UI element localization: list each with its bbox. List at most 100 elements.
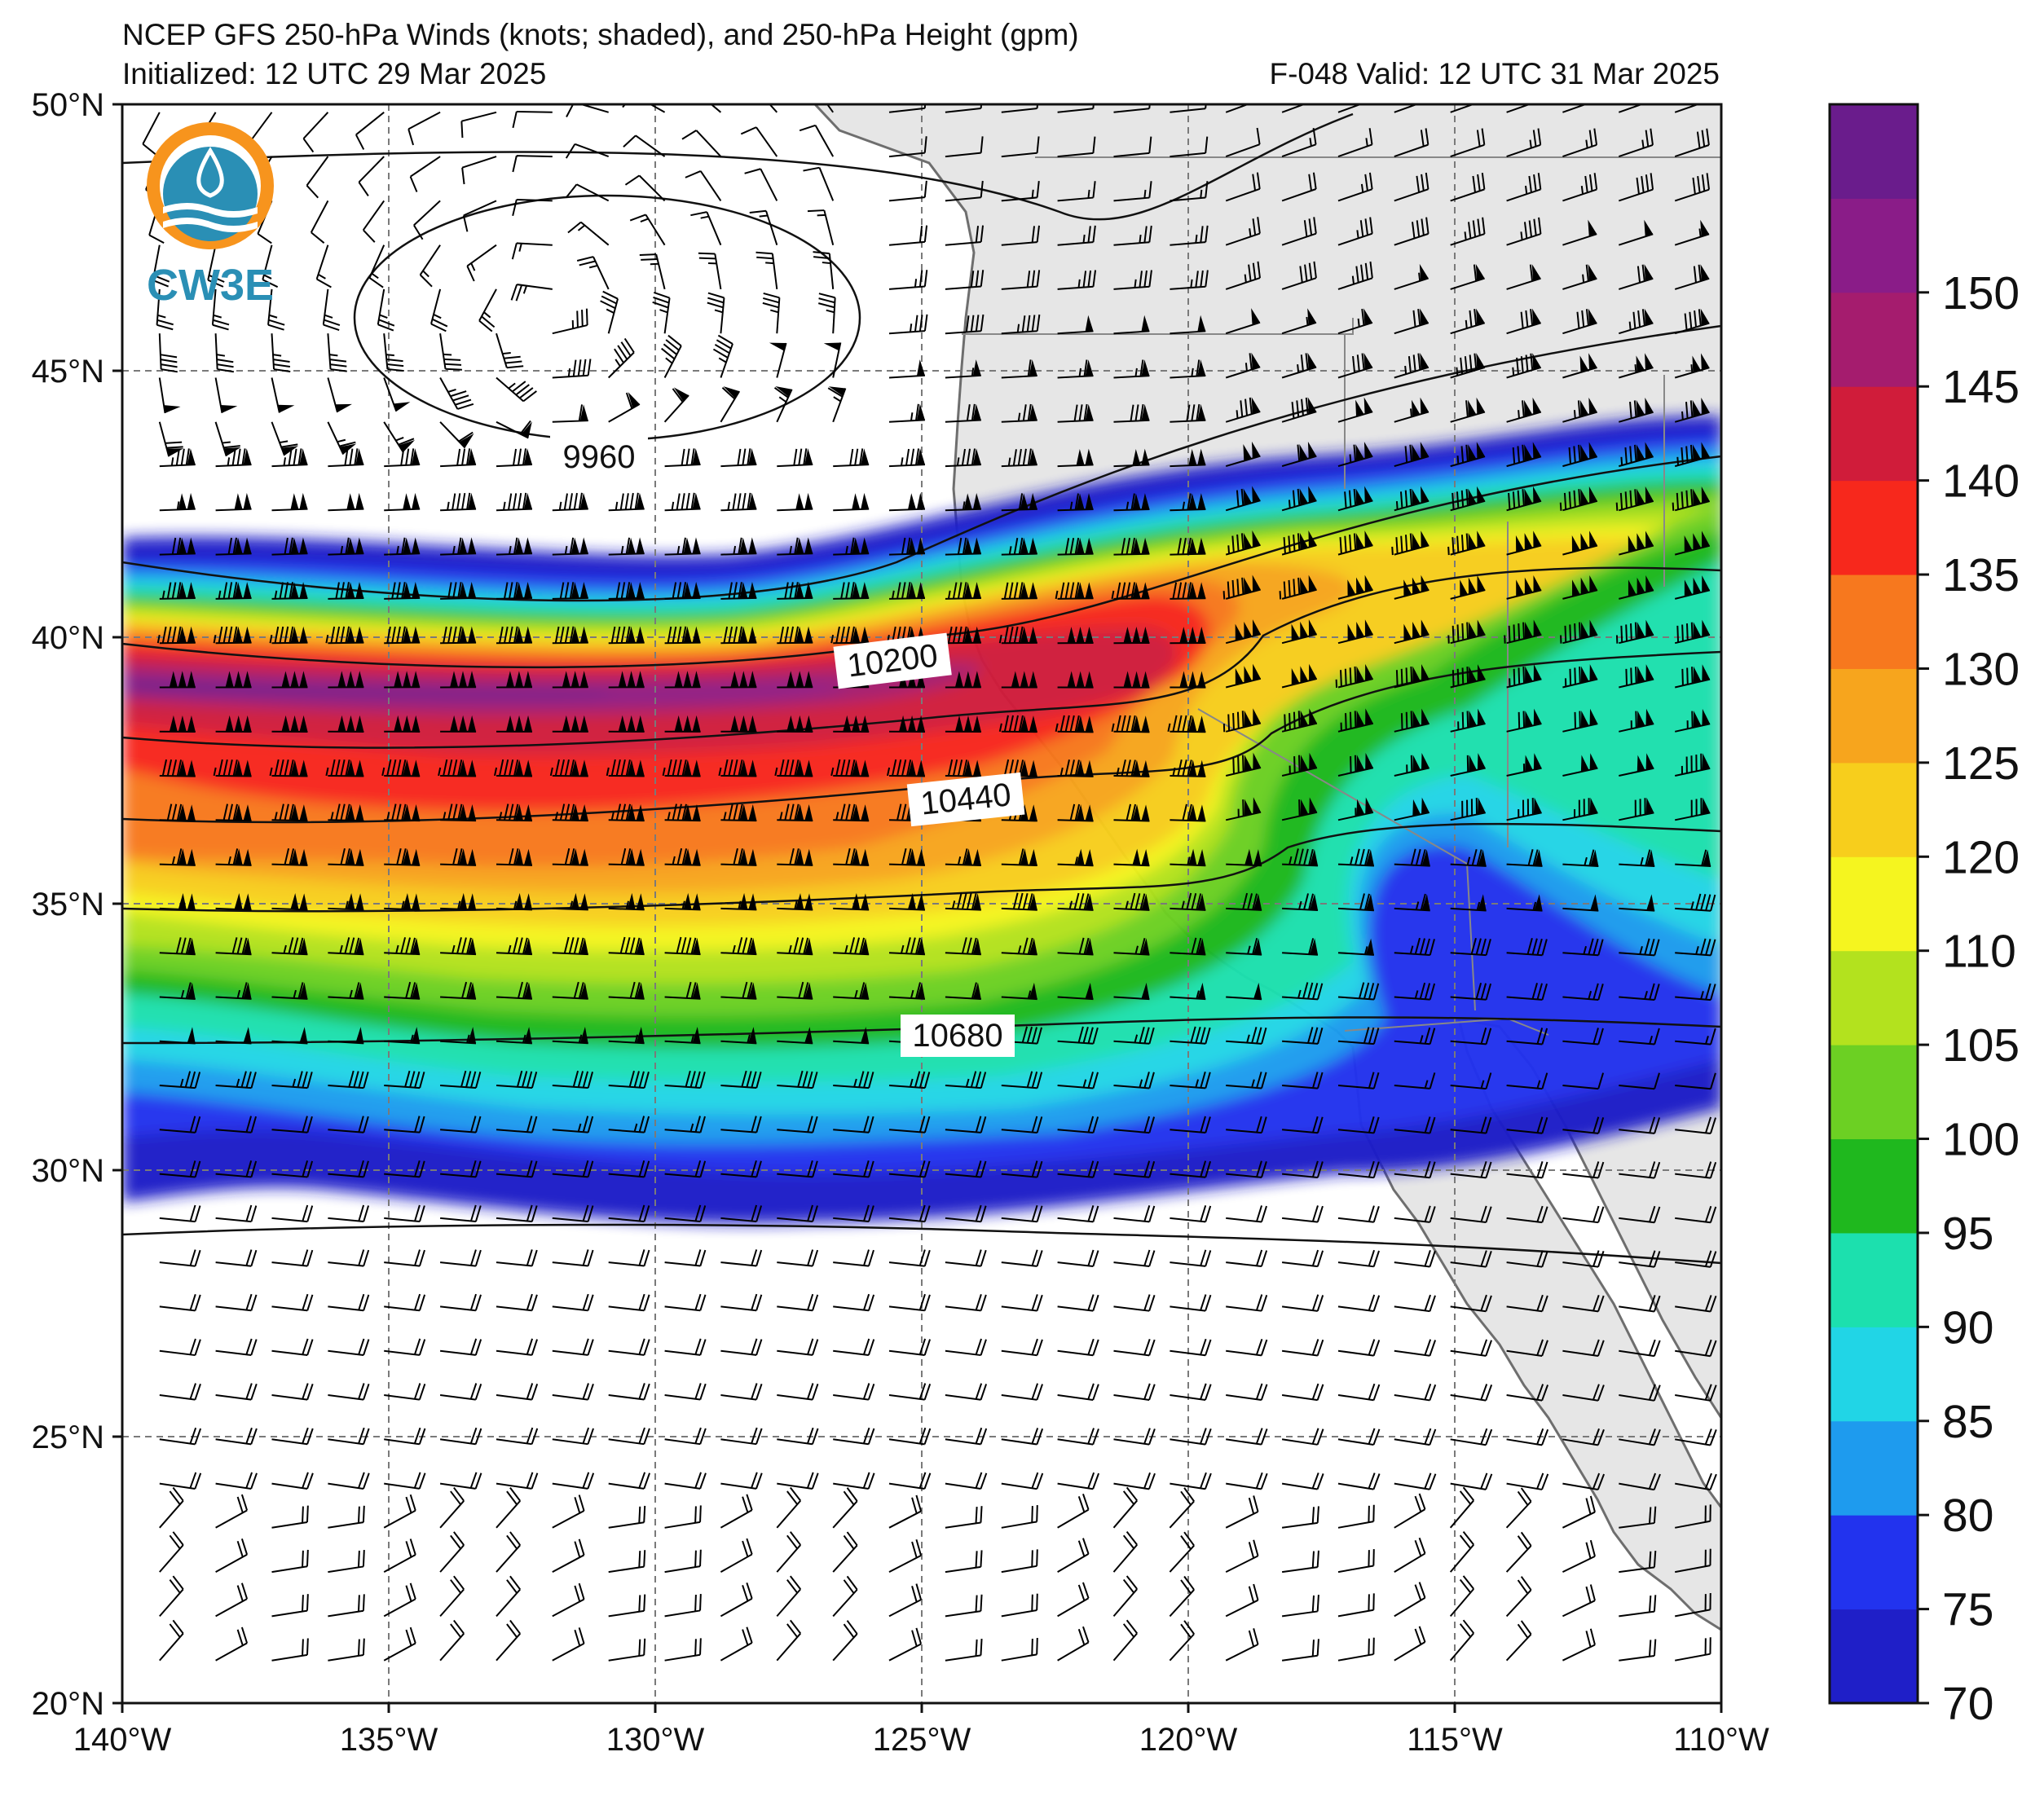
wind-barb bbox=[1619, 1028, 1660, 1045]
wind-barb bbox=[1337, 486, 1373, 512]
wind-barb bbox=[1170, 1160, 1212, 1178]
wind-barb bbox=[777, 1427, 819, 1446]
wind-barb bbox=[552, 359, 592, 379]
wind-barb bbox=[1170, 359, 1206, 379]
wind-barb bbox=[1167, 715, 1206, 733]
wind-barb bbox=[1562, 753, 1598, 777]
wind-barb bbox=[720, 1027, 757, 1045]
wind-barb bbox=[1675, 1250, 1717, 1268]
wind-barb bbox=[1619, 1161, 1661, 1179]
wind-barb bbox=[1170, 136, 1209, 158]
wind-barb bbox=[1113, 225, 1152, 246]
wind-barb bbox=[1281, 104, 1316, 113]
wind-barb bbox=[552, 1116, 594, 1134]
wind-barb bbox=[888, 492, 926, 512]
wind-barb bbox=[608, 715, 645, 733]
wind-barb bbox=[384, 981, 421, 1000]
wind-barb bbox=[271, 1071, 313, 1089]
wind-barb bbox=[1506, 1384, 1549, 1402]
wind-barb bbox=[833, 492, 870, 512]
wind-barb bbox=[608, 1505, 646, 1529]
wind-barb bbox=[1674, 797, 1711, 821]
colorbar-segment bbox=[1830, 292, 1918, 387]
wind-barb bbox=[1001, 493, 1037, 512]
wind-barb bbox=[328, 1383, 370, 1401]
wind-barb bbox=[608, 626, 645, 645]
wind-barb bbox=[1506, 1205, 1548, 1224]
wind-barb bbox=[1337, 1027, 1380, 1045]
lat-tick-20n: 20°N bbox=[32, 1686, 104, 1722]
wind-barb bbox=[1562, 983, 1604, 1001]
wind-barb bbox=[440, 671, 477, 689]
colorbar-segment bbox=[1830, 668, 1918, 764]
wind-barb bbox=[328, 1027, 364, 1045]
wind-barb bbox=[664, 1472, 707, 1490]
wind-barb bbox=[1282, 1072, 1324, 1089]
wind-barb bbox=[1394, 619, 1429, 645]
wind-barb bbox=[496, 492, 533, 512]
wind-barb bbox=[328, 582, 364, 600]
wind-barb bbox=[755, 251, 778, 290]
wind-barb bbox=[215, 1427, 258, 1446]
wind-barb bbox=[159, 1486, 184, 1529]
wind-barb bbox=[690, 211, 722, 246]
wind-barb bbox=[496, 448, 532, 468]
wind-barb bbox=[1450, 797, 1486, 821]
wind-barb bbox=[777, 1070, 818, 1089]
wind-barb bbox=[552, 715, 588, 733]
wind-barb bbox=[832, 1620, 858, 1662]
wind-barb bbox=[652, 291, 671, 334]
wind-barb bbox=[720, 582, 757, 600]
wind-barb bbox=[664, 1116, 706, 1134]
colorbar-tick-label: 70 bbox=[1942, 1678, 1993, 1730]
wind-barb bbox=[159, 1427, 202, 1446]
wind-barb bbox=[1113, 1428, 1156, 1446]
wind-barb bbox=[888, 225, 928, 246]
wind-barb bbox=[1170, 582, 1206, 600]
wind-barb bbox=[159, 1204, 201, 1223]
wind-barb bbox=[159, 1383, 201, 1401]
wind-barb bbox=[1281, 352, 1317, 379]
wind-barb bbox=[1337, 938, 1374, 956]
wind-barb bbox=[777, 892, 813, 911]
wind-barb bbox=[1001, 270, 1041, 290]
wind-barb bbox=[1505, 1620, 1532, 1662]
wind-barb bbox=[1337, 574, 1373, 600]
wind-barb bbox=[1170, 225, 1209, 246]
wind-barb bbox=[439, 1249, 482, 1267]
wind-barb bbox=[496, 892, 533, 911]
wind-barb bbox=[888, 1538, 923, 1573]
wind-barb bbox=[1675, 1028, 1716, 1045]
wind-barb bbox=[271, 715, 308, 733]
wind-barb bbox=[478, 288, 497, 332]
wind-barb bbox=[1170, 537, 1206, 556]
wind-barb bbox=[1506, 983, 1548, 1001]
wind-barb bbox=[1562, 1428, 1605, 1446]
wind-barb bbox=[552, 492, 588, 512]
wind-barb bbox=[1675, 1205, 1717, 1224]
wind-barb bbox=[1170, 1026, 1211, 1045]
wind-barb bbox=[1619, 1339, 1661, 1358]
wind-barb bbox=[1562, 708, 1598, 733]
wind-barb bbox=[1226, 1160, 1267, 1178]
wind-barb bbox=[512, 110, 553, 129]
wind-barb bbox=[1170, 892, 1206, 911]
wind-barb bbox=[496, 1160, 538, 1178]
wind-barb bbox=[664, 582, 701, 600]
wind-barb bbox=[1506, 353, 1542, 379]
wind-barb bbox=[945, 314, 985, 335]
wind-barb bbox=[608, 1249, 650, 1267]
colorbar-segment bbox=[1830, 1327, 1918, 1422]
wind-barb bbox=[1057, 626, 1094, 645]
wind-barb bbox=[663, 387, 689, 423]
wind-barb bbox=[215, 537, 252, 556]
wind-barb bbox=[832, 1487, 858, 1529]
wind-barb bbox=[1225, 663, 1262, 689]
wind-barb bbox=[945, 1204, 987, 1223]
wind-barb bbox=[510, 284, 553, 302]
wind-barb bbox=[777, 981, 813, 1000]
wind-barb bbox=[888, 314, 928, 335]
wind-barb bbox=[1281, 441, 1317, 468]
wind-barb bbox=[1282, 1116, 1324, 1134]
wind-barb bbox=[156, 626, 196, 645]
